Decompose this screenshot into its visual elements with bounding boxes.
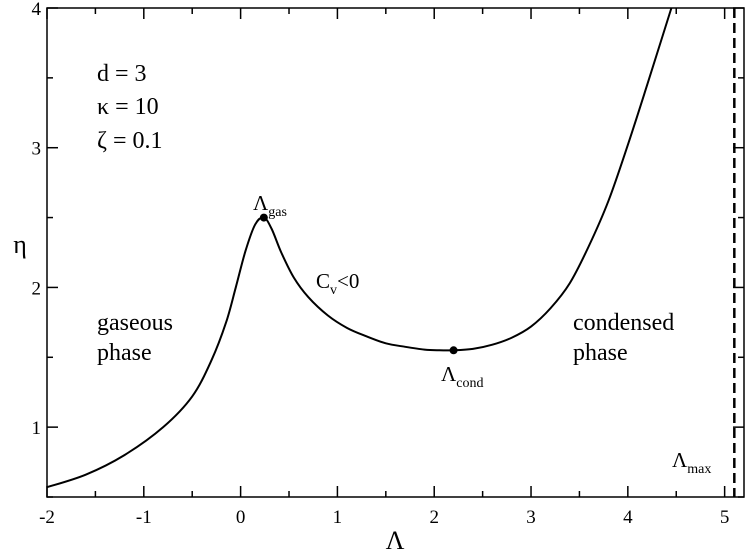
x-tick-label: 3 [526,507,536,528]
x-tick-label: -1 [136,507,152,528]
y-tick-label: 4 [32,0,42,20]
point-lambda-cond [449,346,458,355]
param-zeta: ζ = 0.1 [97,128,162,154]
label-condensed: condensed [573,310,674,336]
x-tick-label: 1 [333,507,343,528]
label-lambda-gas: Λgas [253,191,287,220]
x-tick-label: -2 [39,507,55,528]
label-lambda-cond: Λcond [441,362,483,391]
plot-frame [46,7,745,498]
eta-curve [46,7,673,489]
label-cv-negative: Cv<0 [316,269,359,298]
marked-points [259,213,458,355]
label-gaseous: gaseous [97,310,173,336]
axis-tick-labels: -2 -1 0 1 2 3 4 5 1 2 3 4 [32,0,730,528]
param-kappa: κ = 10 [97,94,159,120]
y-axis-title: η [13,230,27,259]
x-tick-label: 2 [429,507,439,528]
axis-ticks [46,7,744,498]
y-tick-label: 1 [32,418,42,439]
x-tick-label: 0 [236,507,246,528]
point-lambda-gas [259,213,268,222]
x-axis-title: Λ [386,526,405,551]
label-lambda-max: Λmax [672,448,711,477]
label-gaseous-phase: phase [97,340,152,366]
x-tick-label: 5 [720,507,730,528]
y-tick-label: 3 [32,139,42,160]
x-tick-label: 4 [623,507,633,528]
label-condensed-phase: phase [573,340,628,366]
param-d: d = 3 [97,61,147,87]
y-tick-label: 2 [32,278,42,299]
